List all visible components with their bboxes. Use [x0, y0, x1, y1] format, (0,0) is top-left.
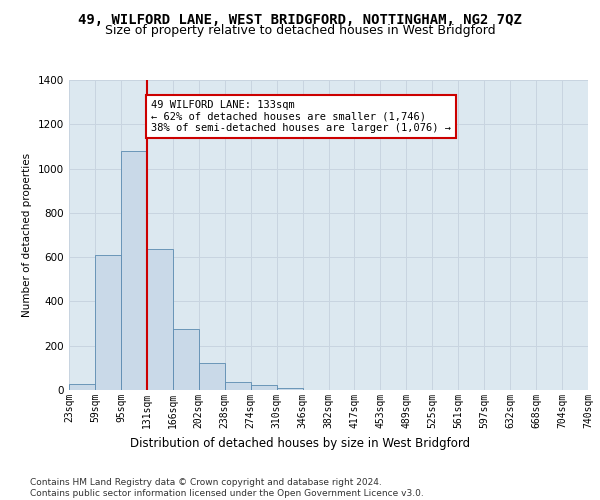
Bar: [251, 385, 277, 390]
Text: Contains HM Land Registry data © Crown copyright and database right 2024.
Contai: Contains HM Land Registry data © Crown c…: [30, 478, 424, 498]
Text: Size of property relative to detached houses in West Bridgford: Size of property relative to detached ho…: [104, 24, 496, 37]
Text: Distribution of detached houses by size in West Bridgford: Distribution of detached houses by size …: [130, 438, 470, 450]
Bar: [147, 250, 173, 390]
Text: 49, WILFORD LANE, WEST BRIDGFORD, NOTTINGHAM, NG2 7QZ: 49, WILFORD LANE, WEST BRIDGFORD, NOTTIN…: [78, 12, 522, 26]
Bar: [121, 151, 147, 390]
Y-axis label: Number of detached properties: Number of detached properties: [22, 153, 32, 317]
Bar: [95, 255, 121, 390]
Bar: [277, 388, 302, 390]
Bar: [225, 382, 251, 390]
Bar: [199, 364, 224, 390]
Text: 49 WILFORD LANE: 133sqm
← 62% of detached houses are smaller (1,746)
38% of semi: 49 WILFORD LANE: 133sqm ← 62% of detache…: [151, 100, 451, 133]
Bar: [173, 329, 199, 390]
Bar: [69, 384, 95, 390]
